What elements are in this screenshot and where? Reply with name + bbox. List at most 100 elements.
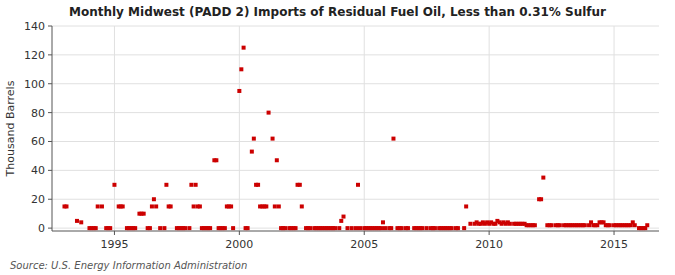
x-tick [364,231,365,235]
point [298,183,302,187]
point [381,220,385,224]
point [158,226,162,230]
point [246,226,250,230]
point [645,223,649,227]
y-tick-label: 140 [24,20,45,33]
y-tick-label: 100 [24,78,45,91]
grid [52,26,659,231]
y-tick-label: 0 [38,222,45,235]
x-tick-label: 2015 [600,238,628,251]
x-axis-line [52,231,659,232]
point [541,176,545,180]
y-tick [48,199,52,200]
point [533,223,537,227]
point [464,204,468,208]
point [339,219,343,223]
x-grid-line [239,26,240,231]
point [256,183,260,187]
x-tick [114,231,115,235]
point [223,226,227,230]
point [64,204,68,208]
y-axis-line [52,26,53,231]
point [342,215,346,219]
point [456,226,460,230]
point [108,226,112,230]
point [356,183,360,187]
point [94,226,98,230]
x-tick-label: 2010 [475,238,503,251]
point [273,204,277,208]
point [608,223,612,227]
point [192,204,196,208]
y-grid-line [52,199,659,200]
x-grid-line [364,26,365,231]
x-grid-line [489,26,490,231]
point [283,226,287,230]
point [550,223,554,227]
point [252,137,256,141]
point [100,204,104,208]
point [358,226,362,230]
point [346,226,350,230]
point [400,226,404,230]
point [308,226,312,230]
point [267,111,271,115]
y-grid-line [52,54,659,55]
point [379,226,383,230]
x-grid-line [114,26,115,231]
point [75,219,79,223]
y-tick-label: 20 [31,193,45,206]
point [214,158,218,162]
chart: 02040608010012014019952000200520102015Mo… [0,0,675,275]
y-grid-line [52,26,659,27]
x-tick [489,231,490,235]
point [79,220,83,224]
source-note: Source: U.S. Energy Information Administ… [10,260,247,271]
point [300,204,304,208]
point [383,226,387,230]
point [277,204,281,208]
point [142,212,146,216]
title: Monthly Midwest (PADD 2) Imports of Resi… [69,5,606,19]
point [250,150,254,154]
point [583,223,587,227]
point [112,183,116,187]
point [508,222,512,226]
point [275,158,279,162]
point [433,226,437,230]
point [337,226,341,230]
point [154,204,158,208]
axes: 02040608010012014019952000200520102015 [24,20,628,251]
point [633,223,637,227]
points [62,46,649,230]
y-tick-label: 40 [31,164,45,177]
x-tick [614,231,615,235]
point [350,226,354,230]
point [354,226,358,230]
point [152,197,156,201]
point [164,183,168,187]
y-tick [48,170,52,171]
point [183,226,187,230]
y-tick [48,112,52,113]
y-tick [48,83,52,84]
point [231,226,235,230]
x-tick-label: 2005 [350,238,378,251]
point [539,197,543,201]
point [468,222,472,226]
point [208,226,212,230]
point [194,183,198,187]
point [169,204,173,208]
x-tick-label: 1995 [100,238,128,251]
point [406,226,410,230]
x-grid-line [614,26,615,231]
y-tick [48,228,52,229]
point [242,46,246,50]
point [229,204,233,208]
point [333,226,337,230]
point [389,226,393,230]
point [239,67,243,71]
y-tick [48,141,52,142]
point [133,226,137,230]
point [264,204,268,208]
